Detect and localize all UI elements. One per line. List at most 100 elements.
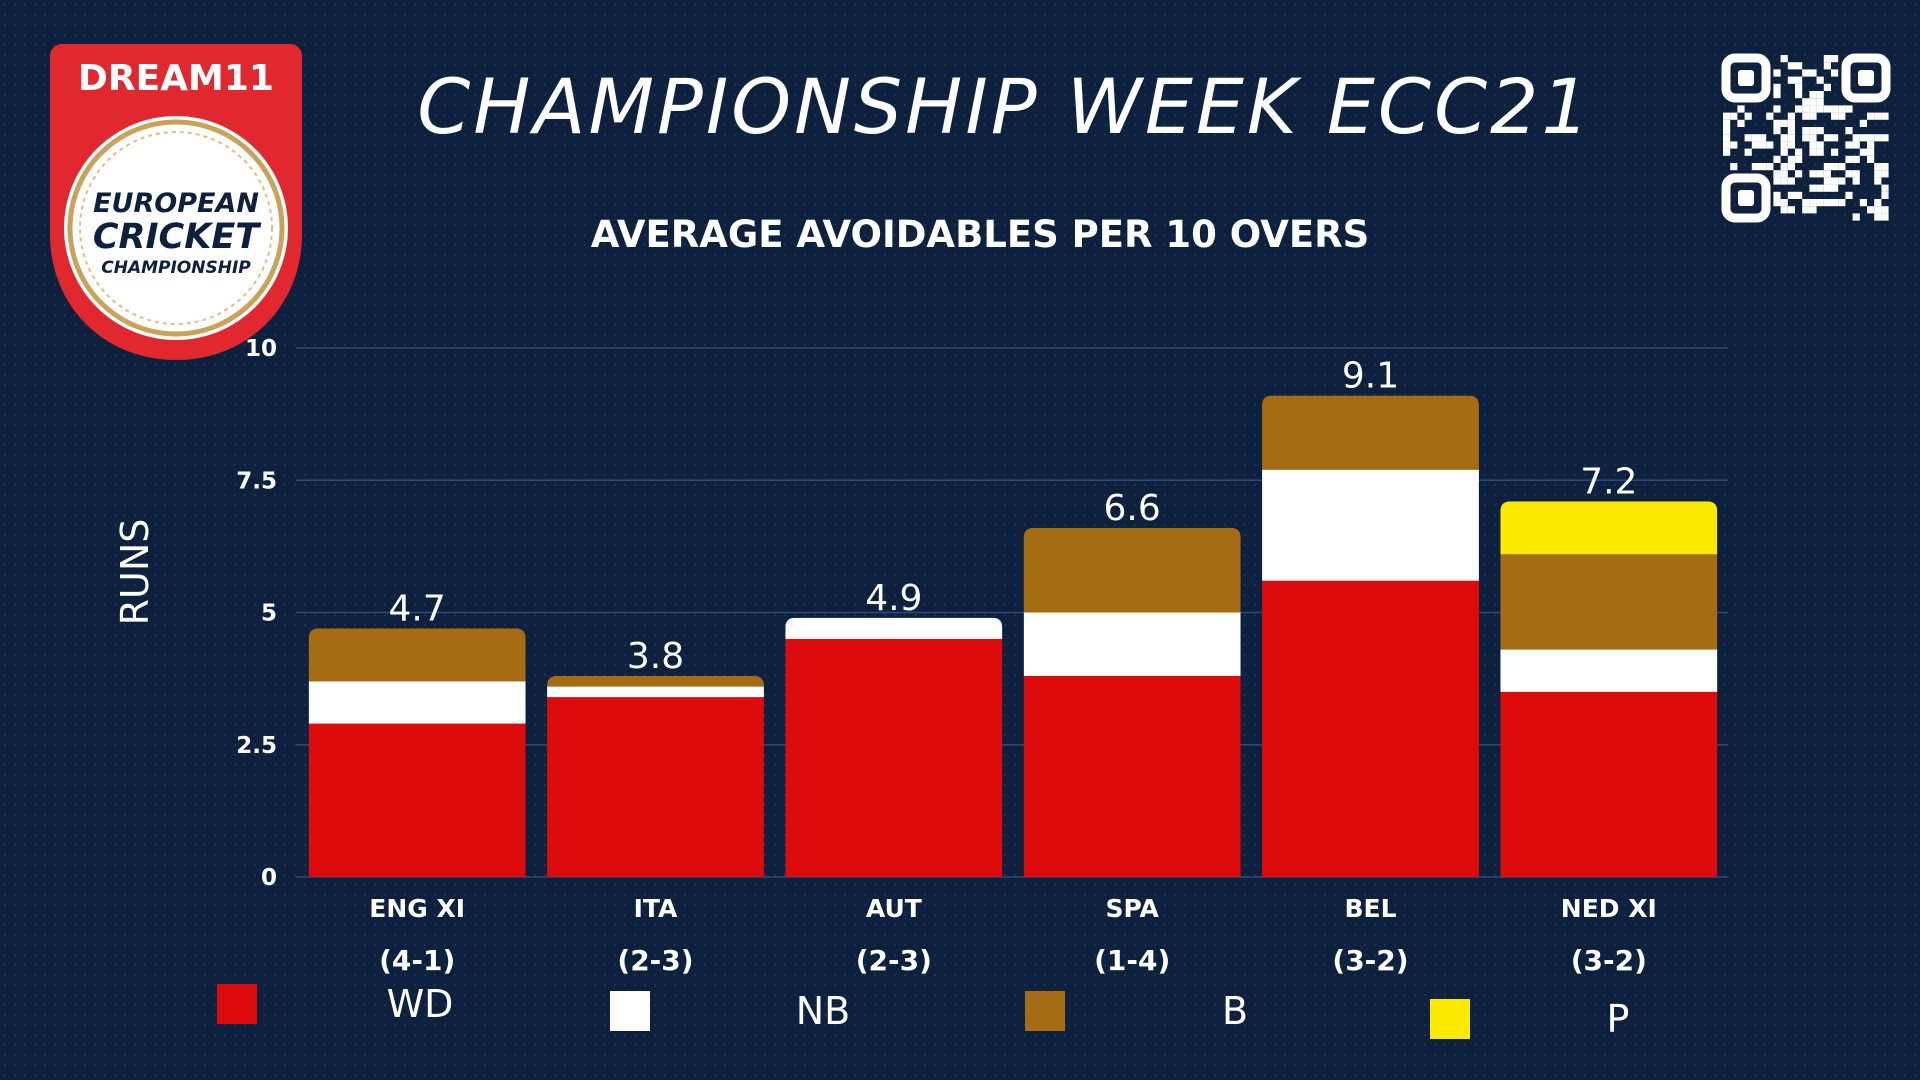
- qr-module: [1852, 177, 1860, 185]
- legend-label: P: [1607, 997, 1630, 1041]
- qr-module: [1795, 155, 1803, 163]
- x-record-label: (3-2): [1332, 944, 1408, 977]
- qr-module: [1759, 163, 1767, 171]
- qr-module: [1881, 191, 1889, 199]
- qr-module: [1766, 141, 1774, 149]
- qr-module: [1802, 127, 1810, 135]
- qr-module: [1831, 148, 1839, 156]
- bar-segment-b: [1500, 554, 1718, 650]
- bar-segment-nb: [1023, 612, 1241, 676]
- qr-module: [1845, 105, 1853, 113]
- qr-module: [1730, 141, 1738, 149]
- qr-module: [1759, 141, 1767, 149]
- qr-module: [1795, 83, 1803, 91]
- qr-module: [1881, 163, 1889, 171]
- x-record-label: (2-3): [856, 944, 932, 977]
- legend-label: B: [1222, 989, 1248, 1033]
- qr-module: [1881, 206, 1889, 214]
- x-category-label: SPA: [1105, 894, 1159, 923]
- qr-module: [1852, 213, 1860, 221]
- qr-module: [1874, 163, 1882, 171]
- qr-module: [1802, 206, 1810, 214]
- qr-module: [1780, 55, 1788, 63]
- qr-module: [1773, 191, 1781, 199]
- y-tick-label: 7.5: [236, 468, 277, 494]
- y-tick-label: 0: [261, 865, 277, 891]
- x-record-label: (2-3): [617, 944, 693, 977]
- bar-segment-b: [1262, 395, 1479, 470]
- qr-module: [1831, 177, 1839, 185]
- logo-text-european: EUROPEAN: [93, 188, 259, 219]
- qr-module: [1823, 55, 1831, 63]
- qr-module: [1737, 119, 1745, 127]
- qr-module: [1831, 55, 1839, 63]
- bar-segment-b: [547, 675, 764, 687]
- qr-module: [1809, 98, 1817, 106]
- y-tick-label: 10: [245, 336, 277, 362]
- qr-module: [1852, 134, 1860, 142]
- qr-module: [1780, 119, 1788, 127]
- qr-module: [1809, 69, 1817, 77]
- bar-segment-wd: [1023, 675, 1241, 877]
- qr-module: [1859, 148, 1867, 156]
- qr-module: [1773, 119, 1781, 127]
- qr-module: [1859, 199, 1867, 207]
- qr-module: [1816, 127, 1824, 135]
- bar-segment-nb: [785, 617, 1003, 639]
- qr-code-icon: [1721, 53, 1891, 223]
- qr-module: [1867, 134, 1875, 142]
- qr-module: [1773, 127, 1781, 135]
- legend-item-wd: WD: [217, 982, 453, 1026]
- qr-module: [1773, 199, 1781, 207]
- qr-module: [1816, 76, 1824, 84]
- qr-module: [1845, 191, 1853, 199]
- qr-module: [1780, 134, 1788, 142]
- x-record-label: (4-1): [379, 944, 455, 977]
- qr-module: [1816, 148, 1824, 156]
- qr-module: [1795, 148, 1803, 156]
- qr-module: [1787, 119, 1795, 127]
- qr-module: [1773, 91, 1781, 99]
- qr-module: [1838, 112, 1846, 120]
- qr-module: [1802, 69, 1810, 77]
- qr-module: [1723, 127, 1731, 135]
- ecc-logo: DREAM11 EUROPEAN CRICKET CHAMPIONSHIP: [50, 44, 302, 360]
- qr-module: [1838, 177, 1846, 185]
- qr-module: [1773, 105, 1781, 113]
- qr-module: [1723, 141, 1731, 149]
- qr-module: [1780, 141, 1788, 149]
- x-category-label: BEL: [1344, 894, 1396, 923]
- qr-module: [1838, 163, 1846, 171]
- qr-module: [1773, 177, 1781, 185]
- qr-module: [1816, 105, 1824, 113]
- qr-module: [1816, 98, 1824, 106]
- qr-module: [1780, 148, 1788, 156]
- bar-total-label: 3.8: [627, 636, 684, 677]
- qr-module: [1730, 163, 1738, 171]
- bar-segment-wd: [785, 638, 1003, 877]
- legend-item-p: P: [1430, 997, 1629, 1041]
- qr-module: [1823, 163, 1831, 171]
- qr-module: [1809, 134, 1817, 142]
- bar-total-label: 6.6: [1104, 488, 1161, 529]
- qr-module: [1809, 91, 1817, 99]
- x-category-label: NED XI: [1561, 894, 1657, 923]
- qr-module: [1867, 155, 1875, 163]
- x-category-label: AUT: [866, 894, 922, 923]
- qr-module: [1787, 163, 1795, 171]
- qr-module: [1787, 177, 1795, 185]
- qr-module: [1809, 112, 1817, 120]
- qr-module: [1823, 184, 1831, 192]
- qr-module: [1816, 141, 1824, 149]
- qr-module: [1780, 206, 1788, 214]
- bar-1: [547, 675, 764, 877]
- qr-module: [1852, 141, 1860, 149]
- legend-label: WD: [387, 982, 454, 1026]
- qr-module: [1831, 199, 1839, 207]
- bar-segment-nb: [547, 686, 764, 698]
- qr-module: [1773, 170, 1781, 178]
- legend-label: NB: [796, 989, 851, 1033]
- bar-segment-p: [1500, 501, 1718, 555]
- legend-swatch: [1025, 991, 1065, 1031]
